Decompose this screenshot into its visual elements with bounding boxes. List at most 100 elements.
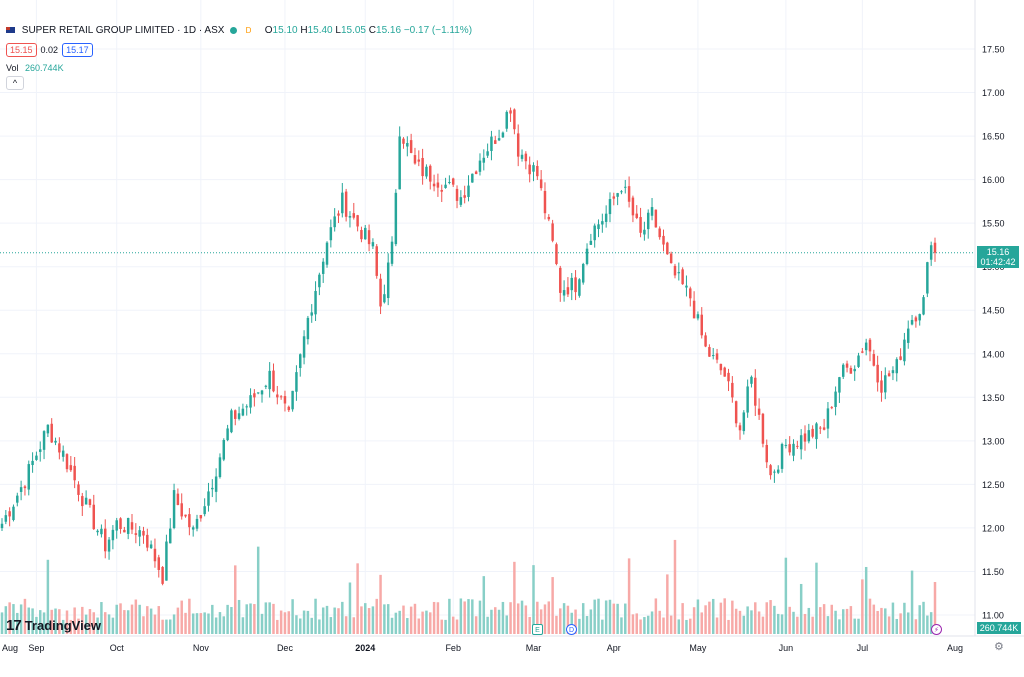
volume-label: Vol bbox=[6, 63, 19, 73]
candle-body bbox=[241, 408, 245, 416]
volume-bar bbox=[356, 563, 359, 634]
volume-bar bbox=[516, 603, 520, 634]
candle-body bbox=[681, 269, 684, 285]
candle-body bbox=[673, 265, 677, 276]
candle-body bbox=[784, 444, 788, 446]
candle-body bbox=[35, 455, 38, 460]
settings-gear-icon[interactable]: ⚙ bbox=[994, 641, 1004, 653]
volume-bar bbox=[631, 614, 635, 634]
volume-bar bbox=[887, 616, 891, 634]
market-status-icon[interactable] bbox=[230, 27, 238, 34]
volume-bar bbox=[161, 619, 164, 634]
volume-bar bbox=[773, 605, 776, 634]
candle-body bbox=[58, 443, 61, 453]
candle-body bbox=[616, 193, 619, 197]
candle-body bbox=[329, 227, 333, 241]
sell-price-button[interactable]: 15.15 bbox=[6, 43, 37, 57]
candle-body bbox=[918, 314, 921, 321]
volume-bar bbox=[375, 598, 378, 634]
candle-body bbox=[69, 465, 73, 471]
volume-bar bbox=[639, 619, 642, 634]
candle-body bbox=[719, 363, 723, 371]
candle-body bbox=[409, 140, 413, 153]
candle-body bbox=[314, 290, 317, 315]
candle-body bbox=[321, 261, 325, 274]
buy-price-button[interactable]: 15.17 bbox=[62, 43, 93, 57]
volume-bar bbox=[486, 616, 489, 634]
candle-body bbox=[692, 300, 696, 319]
candle-body bbox=[627, 186, 631, 202]
volume-bar bbox=[627, 558, 631, 634]
candle-body bbox=[566, 287, 570, 295]
low-label: L bbox=[335, 25, 341, 37]
candle-body bbox=[887, 373, 891, 377]
candle-body bbox=[222, 439, 226, 460]
symbol-title[interactable]: SUPER RETAIL GROUP LIMITED · 1D · ASX bbox=[21, 25, 225, 37]
volume-bar bbox=[551, 577, 554, 634]
candle-body bbox=[184, 514, 187, 517]
volume-legend: Vol 260.744K bbox=[6, 63, 64, 73]
volume-bar bbox=[459, 598, 463, 634]
volume-bar bbox=[92, 612, 96, 634]
candle-body bbox=[646, 212, 650, 230]
volume-bar bbox=[65, 610, 69, 634]
candle-body bbox=[914, 317, 918, 322]
candle-body bbox=[234, 410, 237, 419]
data-source-badge[interactable]: D bbox=[245, 26, 252, 35]
volume-bar bbox=[35, 616, 38, 634]
candle-body bbox=[394, 192, 398, 245]
volume-bar bbox=[929, 612, 933, 634]
volume-bar bbox=[811, 616, 814, 634]
volume-bar bbox=[19, 604, 23, 634]
volume-bar bbox=[455, 619, 459, 634]
candle-body bbox=[520, 154, 524, 159]
candle-body bbox=[448, 181, 451, 183]
candle-body bbox=[838, 377, 841, 393]
volume-bar bbox=[834, 610, 837, 634]
earnings-event-icon[interactable]: E bbox=[532, 624, 543, 635]
volume-bar bbox=[100, 602, 103, 634]
candle-body bbox=[260, 390, 264, 395]
candle-body bbox=[543, 190, 547, 214]
candle-body bbox=[849, 367, 853, 374]
collapse-legend-button[interactable]: ^ bbox=[6, 76, 24, 90]
candle-body bbox=[451, 178, 455, 185]
volume-bar bbox=[624, 603, 627, 634]
candle-body bbox=[276, 394, 279, 398]
candle-body bbox=[643, 229, 646, 235]
candle-body bbox=[574, 277, 577, 293]
volume-bar bbox=[815, 562, 818, 634]
candle-body bbox=[230, 410, 233, 433]
volume-bar bbox=[490, 609, 493, 634]
candle-body bbox=[631, 197, 635, 216]
volume-bar bbox=[42, 612, 46, 634]
volume-bar bbox=[237, 599, 241, 634]
candle-body bbox=[77, 484, 80, 495]
volume-bar bbox=[352, 617, 356, 634]
volume-bar bbox=[933, 582, 937, 634]
candle-body bbox=[8, 511, 11, 517]
volume-bar bbox=[12, 604, 15, 634]
candle-body bbox=[291, 390, 294, 410]
candle-body bbox=[386, 262, 390, 299]
volume-bar bbox=[689, 618, 692, 634]
split-event-icon[interactable]: ⚡ bbox=[931, 624, 942, 635]
candle-body bbox=[218, 457, 222, 478]
candle-body bbox=[807, 430, 811, 442]
y-tick-label: 14.50 bbox=[982, 306, 1005, 316]
candle-body bbox=[620, 191, 623, 193]
x-tick-label: Jul bbox=[857, 643, 869, 653]
dividend-event-icon[interactable]: D bbox=[566, 624, 577, 635]
volume-bar bbox=[532, 565, 535, 634]
candle-body bbox=[841, 364, 845, 377]
volume-bar bbox=[283, 612, 287, 634]
tradingview-logo[interactable]: 17 TradingView bbox=[6, 617, 101, 634]
volume-bar bbox=[142, 616, 145, 634]
volume-bar bbox=[115, 604, 118, 634]
volume-bar bbox=[310, 617, 313, 634]
volume-bar bbox=[4, 606, 8, 634]
close-label: C bbox=[368, 25, 377, 37]
volume-bar bbox=[8, 602, 11, 634]
candle-body bbox=[780, 444, 784, 469]
